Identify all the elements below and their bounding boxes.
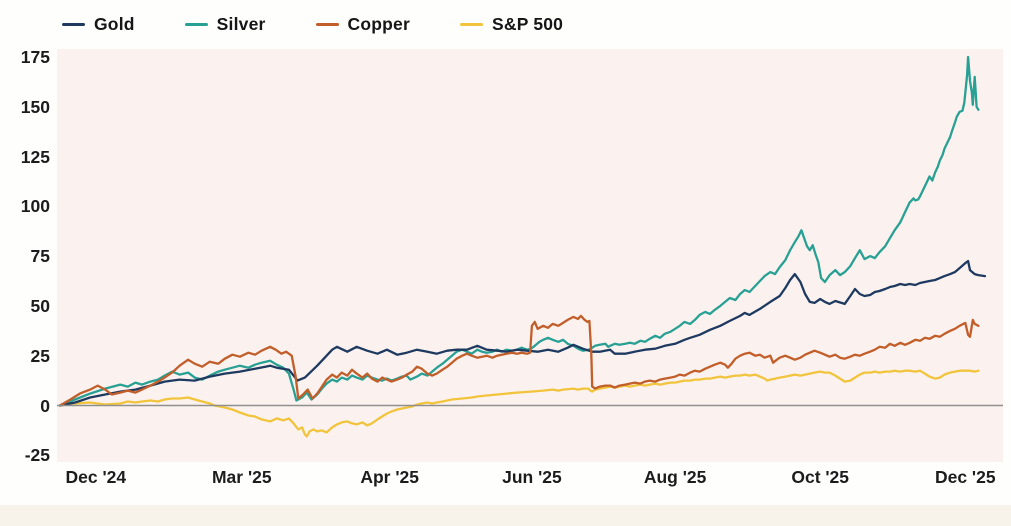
copper-line-swatch-icon	[315, 23, 339, 26]
plot-area	[57, 49, 1003, 462]
legend-item-copper[interactable]: Copper	[315, 14, 410, 35]
legend-label: S&P 500	[491, 14, 564, 34]
y-axis-tick-label: 125	[20, 146, 50, 167]
legend-item-sp500[interactable]: S&P 500	[459, 14, 564, 35]
x-axis-tick-label: Mar '25	[211, 467, 272, 487]
series-line-silver	[58, 55, 980, 407]
x-axis-tick-label: Dec '24	[65, 467, 127, 487]
bottom-margin-strip	[0, 505, 1011, 526]
x-axis-tick-label: Dec '25	[934, 467, 996, 487]
legend-label: Gold	[94, 14, 135, 34]
legend-item-silver[interactable]: Silver	[184, 14, 266, 35]
y-axis-tick-label: 75	[30, 246, 50, 267]
y-axis-tick-label: 150	[20, 96, 50, 117]
series-line-copper	[58, 314, 980, 407]
y-axis-tick-label: 50	[30, 295, 50, 316]
legend-label: Copper	[347, 14, 410, 34]
sp500-line-swatch-icon	[459, 23, 483, 26]
gold-line-swatch-icon	[62, 23, 85, 26]
chart-legend: Gold Silver Copper S&P 500	[62, 14, 563, 35]
y-axis-tick-label: 100	[20, 196, 50, 217]
y-axis-tick-label: 25	[30, 345, 50, 366]
x-axis-tick-label: Jun '25	[502, 467, 562, 487]
silver-line-swatch-icon	[184, 23, 208, 26]
legend-item-gold[interactable]: Gold	[62, 14, 135, 35]
x-axis-tick-label: Aug '25	[643, 467, 707, 487]
x-axis-tick-label: Oct '25	[791, 467, 850, 487]
series-lines	[58, 55, 987, 438]
y-axis-tick-label: -25	[24, 445, 50, 466]
y-axis-tick-label: 175	[20, 47, 50, 67]
series-line-s-p-500	[58, 369, 980, 438]
y-axis-tick-label: 0	[40, 395, 50, 416]
legend-label: Silver	[216, 14, 266, 34]
x-axis-tick-label: Apr '25	[360, 467, 419, 487]
